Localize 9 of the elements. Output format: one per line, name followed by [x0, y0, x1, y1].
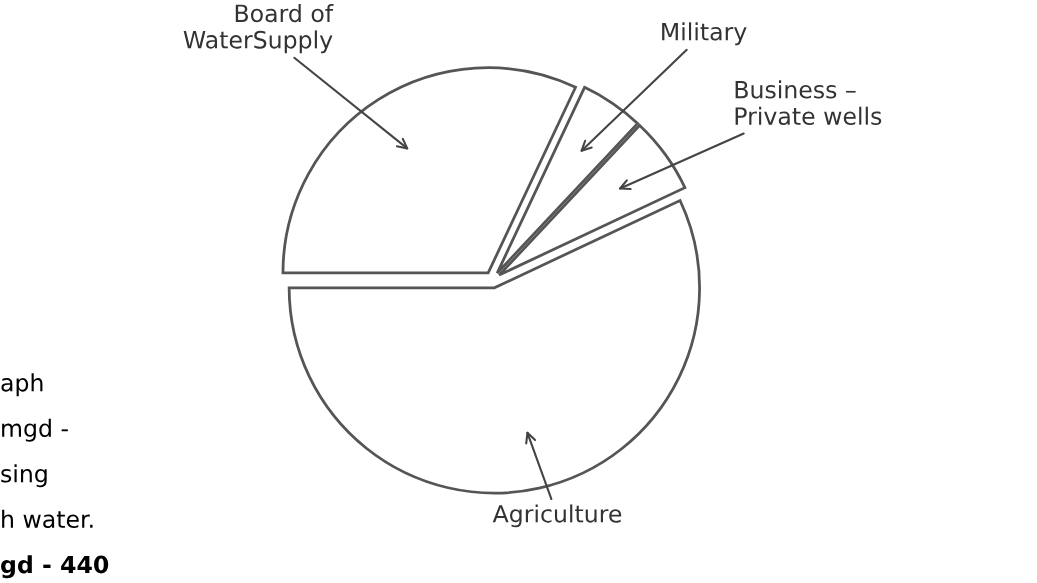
slice-label: Business – Private wells	[735, 80, 882, 126]
text: gd - 440	[1, 555, 109, 579]
text: h water.	[2, 509, 93, 529]
text: mgd -	[2, 418, 68, 442]
slice-label: Board of WaterSupply	[183, 3, 334, 54]
text: aph	[1, 373, 43, 397]
slice-label: Agriculture	[492, 504, 622, 528]
slice-label: Military	[662, 22, 747, 46]
text: sing	[1, 464, 47, 488]
